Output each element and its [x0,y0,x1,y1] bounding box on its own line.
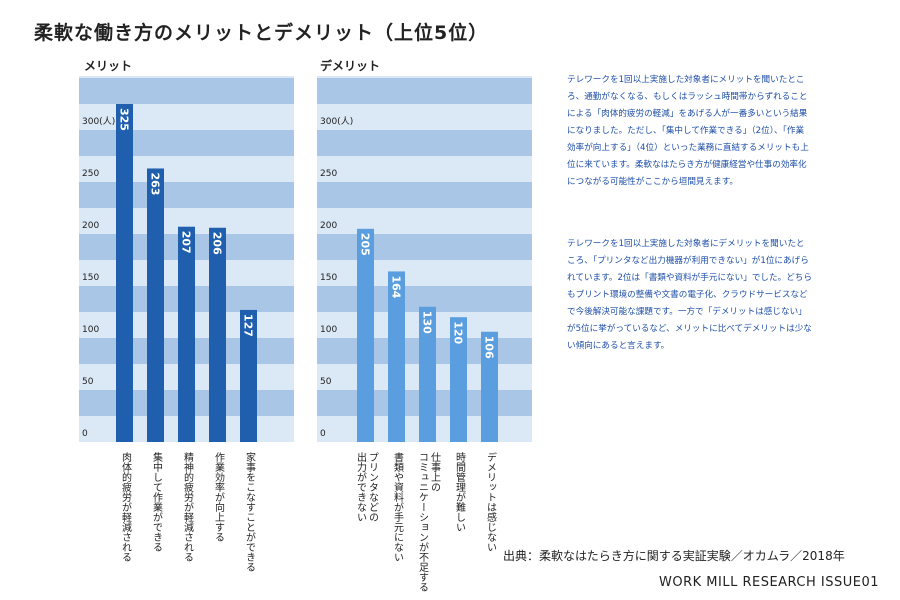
merit-category-label: 家事をこなすことができる [243,452,255,572]
merit-category-label: 作業効率が向上する [212,452,224,542]
merit-chart-title: メリット [84,59,133,73]
demerit-grid-band [317,156,532,182]
merit-bar [147,168,164,443]
merit-bar-value-label: 325 [118,108,131,131]
demerit-grid-band [317,76,532,78]
demerit-category-label: 書類や資料が手元にない [391,452,403,562]
merit-y-tick-label: 50 [82,377,94,387]
demerit-y-tick-label: 0 [320,429,326,439]
demerit-bar [481,331,498,442]
merit-category-label: 肉体的疲労が軽減される [119,452,131,562]
demerit-category-label: プリンタなどの 出力ができない [354,452,378,522]
merit-bar-value-label: 263 [149,172,162,195]
merit-bar-value-label: 206 [211,232,224,255]
demerit-y-tick-label: 250 [320,169,337,179]
merit-y-tick-label: 0 [82,429,88,439]
demerit-bar [388,271,405,442]
demerit-bar [450,317,467,442]
merit-bar-value-label: 127 [242,314,255,337]
demerit-grid-band [317,234,532,260]
demerit-bar-value-label: 106 [483,336,496,359]
demerit-y-tick-label: 200 [320,221,337,231]
demerit-category-label: デメリットは感じない [484,452,496,552]
merit-grid-band [79,76,294,78]
merit-grid-band [79,130,294,156]
demerit-grid-band [317,260,532,286]
page-title: 柔軟な働き方のメリットとデメリット（上位5位） [34,22,489,44]
merit-y-tick-label: 150 [82,273,99,283]
merit-bar-value-label: 207 [180,231,193,254]
merit-bar [116,104,133,442]
demerit-category-label: 仕事上の コミュニケーションが不足する [416,452,440,592]
merit-grid-band [79,104,294,130]
merit-grid-band [79,156,294,182]
demerit-grid-band [317,208,532,234]
merit-y-tick-label: 300(人) [82,116,115,127]
source-note: 出典：柔軟なはたらき方に関する実証実験／オカムラ／2018年 [503,549,845,563]
demerit-grid-band [317,104,532,130]
merit-y-tick-label: 250 [82,169,99,179]
demerit-category-label: 時間管理が難しい [453,452,465,532]
demerit-y-tick-label: 50 [320,377,332,387]
demerit-y-tick-label: 150 [320,273,337,283]
demerit-chart-title: デメリット [320,59,381,73]
merit-bar [240,309,257,442]
demerit-bar-value-label: 130 [421,311,434,334]
demerit-bar-value-label: 205 [359,233,372,256]
merit-category-label: 精神的疲労が軽減される [181,452,193,562]
demerit-bar-value-label: 120 [452,321,465,344]
merit-y-tick-label: 200 [82,221,99,231]
demerit-y-tick-label: 300(人) [320,116,353,127]
demerit-y-tick-label: 100 [320,325,337,335]
merit-description: テレワークを1回以上実施した対象者にメリットを聞いたところ、通勤がなくなる、もし… [567,75,809,187]
demerit-grid-band [317,182,532,208]
merit-category-label: 集中して作業ができる [150,452,162,552]
demerit-description: テレワークを1回以上実施した対象者にデメリットを聞いたところ、「プリンタなど出力… [567,239,812,351]
demerit-bar-value-label: 164 [390,275,403,298]
merit-y-tick-label: 100 [82,325,99,335]
demerit-grid-band [317,130,532,156]
demerit-bar [419,306,436,442]
demerit-grid-band [317,78,532,104]
merit-grid-band [79,78,294,104]
merit-bar [178,226,195,442]
publication-footer: WORK MILL RESEARCH ISSUE01 [659,575,880,590]
merit-bar [209,227,226,442]
merit-grid-band [79,182,294,208]
demerit-bar [357,228,374,442]
